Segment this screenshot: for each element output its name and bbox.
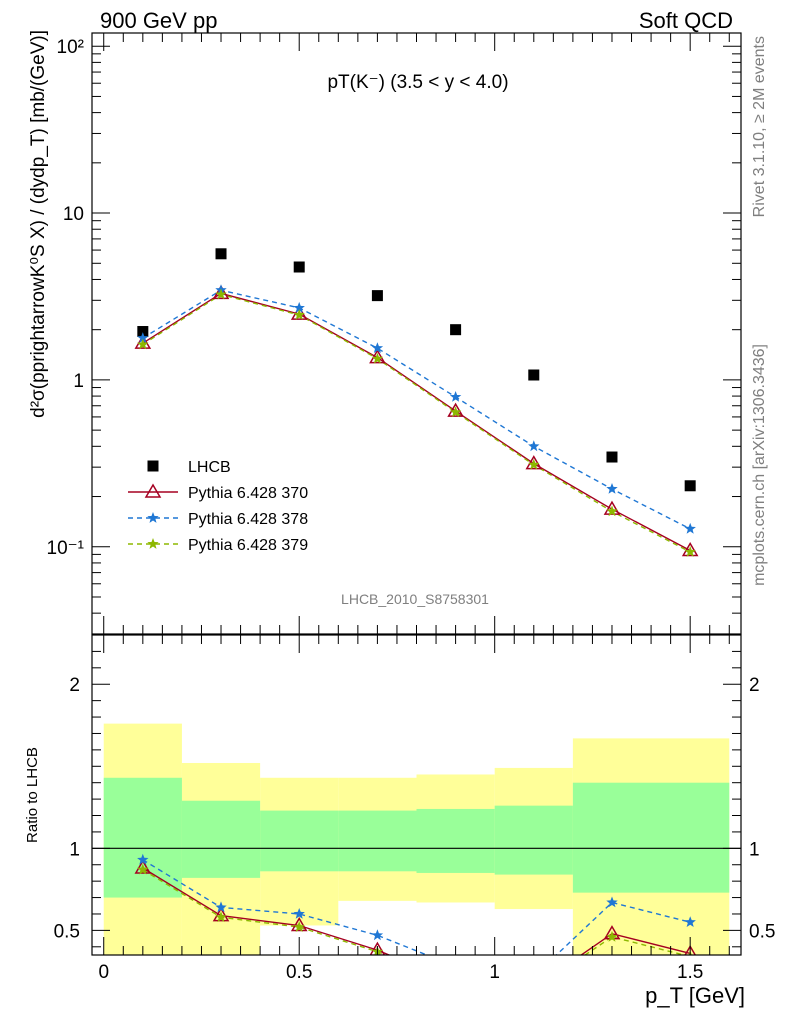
main-point-s3-0: [137, 338, 149, 350]
legend-marker-0: [147, 460, 159, 472]
main-point-s2-0: [137, 332, 149, 343]
header-right: Soft QCD: [639, 8, 733, 33]
main-point-s1-7: [681, 541, 699, 557]
ratio-band-green-5: [494, 805, 573, 875]
main-point-s3-2: [293, 309, 305, 320]
ratio-band-green-6: [572, 782, 730, 893]
main-point-s0-3: [371, 290, 383, 302]
ratio-point-s2-5: [528, 984, 539, 995]
ratio-y-tick-label: 0.5: [54, 921, 80, 942]
ratio-point-s2-1: [215, 911, 227, 923]
ratio-point-s2-4: [450, 979, 461, 990]
ratio-point-s1-4: [450, 961, 461, 972]
legend-marker-2: [147, 512, 159, 523]
main-point-s0-4: [450, 324, 462, 336]
main-y-tick-label: 10: [63, 204, 84, 225]
ratio-point-s0-2: [290, 916, 308, 932]
x-tick-label: 1.5: [677, 962, 703, 983]
ratio-band-green-2: [260, 810, 339, 872]
side-label-rivet: Rivet 3.1.10, ≥ 2M events: [751, 36, 768, 217]
ratio-band-green-0: [103, 777, 182, 898]
ratio-point-s1-7: [684, 916, 696, 927]
main-point-s0-1: [215, 248, 227, 260]
main-y-axis-label: d²σ(pprightarrowK⁰S X) / (dydp_T) [mb/(G…: [28, 30, 49, 418]
legend-label-0: LHCB: [188, 459, 231, 476]
ratio-band-green-1: [181, 800, 261, 878]
ratio-point-s0-0: [134, 859, 152, 874]
main-point-s3-4: [449, 406, 462, 418]
main-point-s3-3: [371, 352, 384, 364]
main-point-s2-6: [606, 483, 618, 494]
ratio-point-s0-7: [684, 944, 697, 955]
main-plot-title: pT(K⁻) (3.5 < y < 4.0): [327, 72, 508, 93]
main-plot-frame: [91, 32, 742, 635]
header-left: 900 GeV pp: [100, 8, 217, 33]
ratio-point-s0-1: [212, 907, 230, 922]
main-point-s0-5: [528, 369, 540, 381]
ratio-point-s0-3: [369, 941, 386, 955]
legend-marker-1: [144, 483, 162, 498]
ratio-point-s1-0: [137, 853, 149, 865]
legend-label-1: Pythia 6.428 370: [188, 485, 308, 502]
main-point-s3-1: [215, 288, 227, 300]
x-tick-label: 0.5: [286, 962, 312, 983]
main-point-s2-2: [293, 301, 305, 313]
main-point-s3-7: [684, 546, 696, 557]
legend-marker-3: [147, 538, 159, 549]
x-tick-label: 0: [98, 962, 109, 983]
main-series-line-1: [142, 292, 691, 552]
main-point-s2-4: [449, 391, 462, 402]
ratio-y-tick-label-right: 1: [749, 839, 760, 860]
ratio-y-axis-label: Ratio to LHCB: [24, 747, 41, 843]
ratio-y-tick-label-right: 0.5: [749, 921, 775, 942]
ratio-point-s0-4: [449, 976, 463, 988]
main-point-s1-0: [134, 334, 152, 349]
ratio-point-s1-5: [528, 970, 539, 981]
ratio-band-green-3: [338, 810, 417, 872]
main-y-tick-label: 1: [73, 371, 84, 392]
main-point-s1-1: [212, 284, 230, 300]
ratio-point-s1-1: [215, 901, 227, 913]
main-point-s1-3: [369, 349, 386, 364]
main-point-s0-7: [684, 480, 696, 492]
ratio-point-s2-0: [137, 863, 149, 875]
main-plot-panel: 10⁻¹ 1 10 10² pT(K⁻) (3.5 < y < 4.0) d²σ(pp…: [28, 30, 742, 635]
x-axis-label: p_T [GeV]: [645, 983, 745, 1008]
main-point-s1-4: [447, 402, 464, 417]
ratio-point-s2-6: [606, 930, 618, 942]
main-point-s1-5: [525, 455, 543, 470]
main-point-s0-2: [293, 261, 305, 273]
main-point-s2-3: [371, 342, 384, 353]
x-tick-label: 1: [489, 962, 500, 983]
ratio-band-green-4: [416, 808, 495, 873]
legend: LHCB Pythia 6.428 370 Pythia 6.428 378 Pyth…: [128, 459, 308, 554]
ratio-y-tick-label: 1: [69, 839, 80, 860]
ratio-series-line-0: [142, 867, 691, 955]
main-point-s2-5: [528, 440, 540, 452]
main-y-tick-label: 10⁻¹: [47, 538, 85, 559]
ratio-point-s2-2: [293, 921, 305, 932]
main-point-s0-0: [137, 326, 149, 338]
legend-label-3: Pythia 6.428 379: [188, 537, 308, 554]
main-y-tick-label: 10²: [57, 37, 84, 58]
legend-label-2: Pythia 6.428 378: [188, 511, 308, 528]
ratio-point-s1-2: [293, 908, 305, 919]
ratio-y-tick-label: 2: [69, 675, 80, 696]
ratio-point-s1-3: [371, 929, 384, 941]
ratio-point-s0-5: [527, 981, 541, 993]
main-point-s1-6: [603, 500, 621, 515]
analysis-watermark: LHCB_2010_S8758301: [341, 591, 489, 607]
ratio-plot-panel: 0.5 0.5 1 1 2 2 0 0.5 1 1.5 Ratio to LHCB p_T [Ge…: [24, 634, 775, 1008]
main-point-s2-7: [684, 522, 696, 534]
main-point-s0-6: [606, 451, 618, 463]
main-point-s3-5: [528, 458, 540, 470]
main-point-s3-6: [606, 505, 618, 517]
ratio-y-tick-label-right: 2: [749, 675, 760, 696]
main-series-line-3: [142, 293, 691, 553]
side-label-mcplots: mcplots.cern.ch [arXiv:1306.3436]: [751, 344, 768, 586]
ratio-plot-frame: [91, 634, 742, 956]
ratio-point-s1-6: [606, 896, 618, 908]
